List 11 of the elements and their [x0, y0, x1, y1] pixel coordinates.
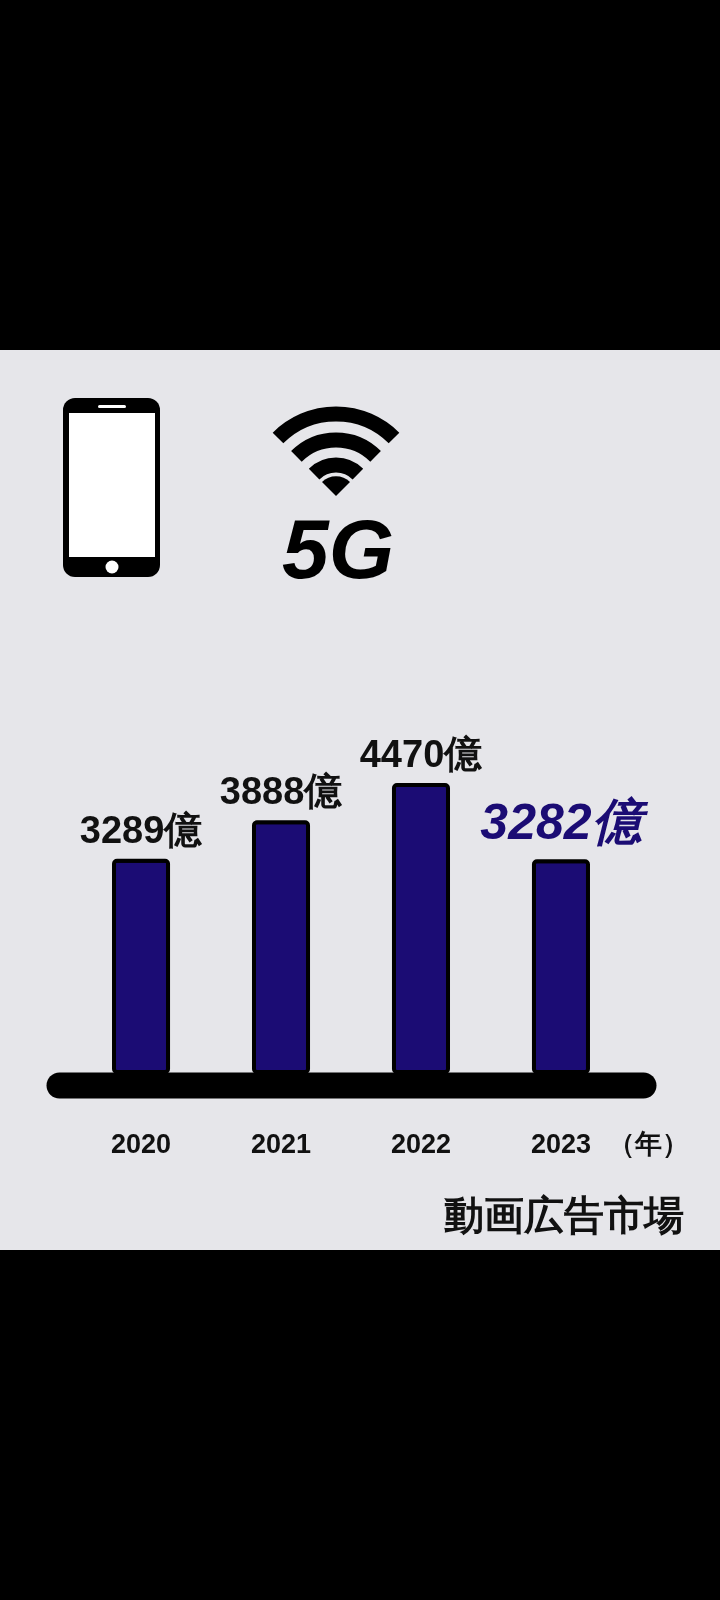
- x-tick-label: 2023: [530, 1128, 592, 1159]
- x-tick-label: 2020: [110, 1128, 172, 1159]
- x-tick-label: 2022: [390, 1128, 452, 1159]
- data-label: 4470億: [359, 733, 484, 775]
- text: 動画広告市場: [444, 1193, 684, 1237]
- data-label: 3282億: [480, 794, 649, 851]
- data-label: 3289億: [79, 808, 204, 851]
- x-tick-label: 2021: [250, 1128, 312, 1159]
- text: 5G: [282, 502, 395, 596]
- x-axis-title: （年）: [608, 1128, 690, 1159]
- data-label: 3888億: [219, 770, 344, 813]
